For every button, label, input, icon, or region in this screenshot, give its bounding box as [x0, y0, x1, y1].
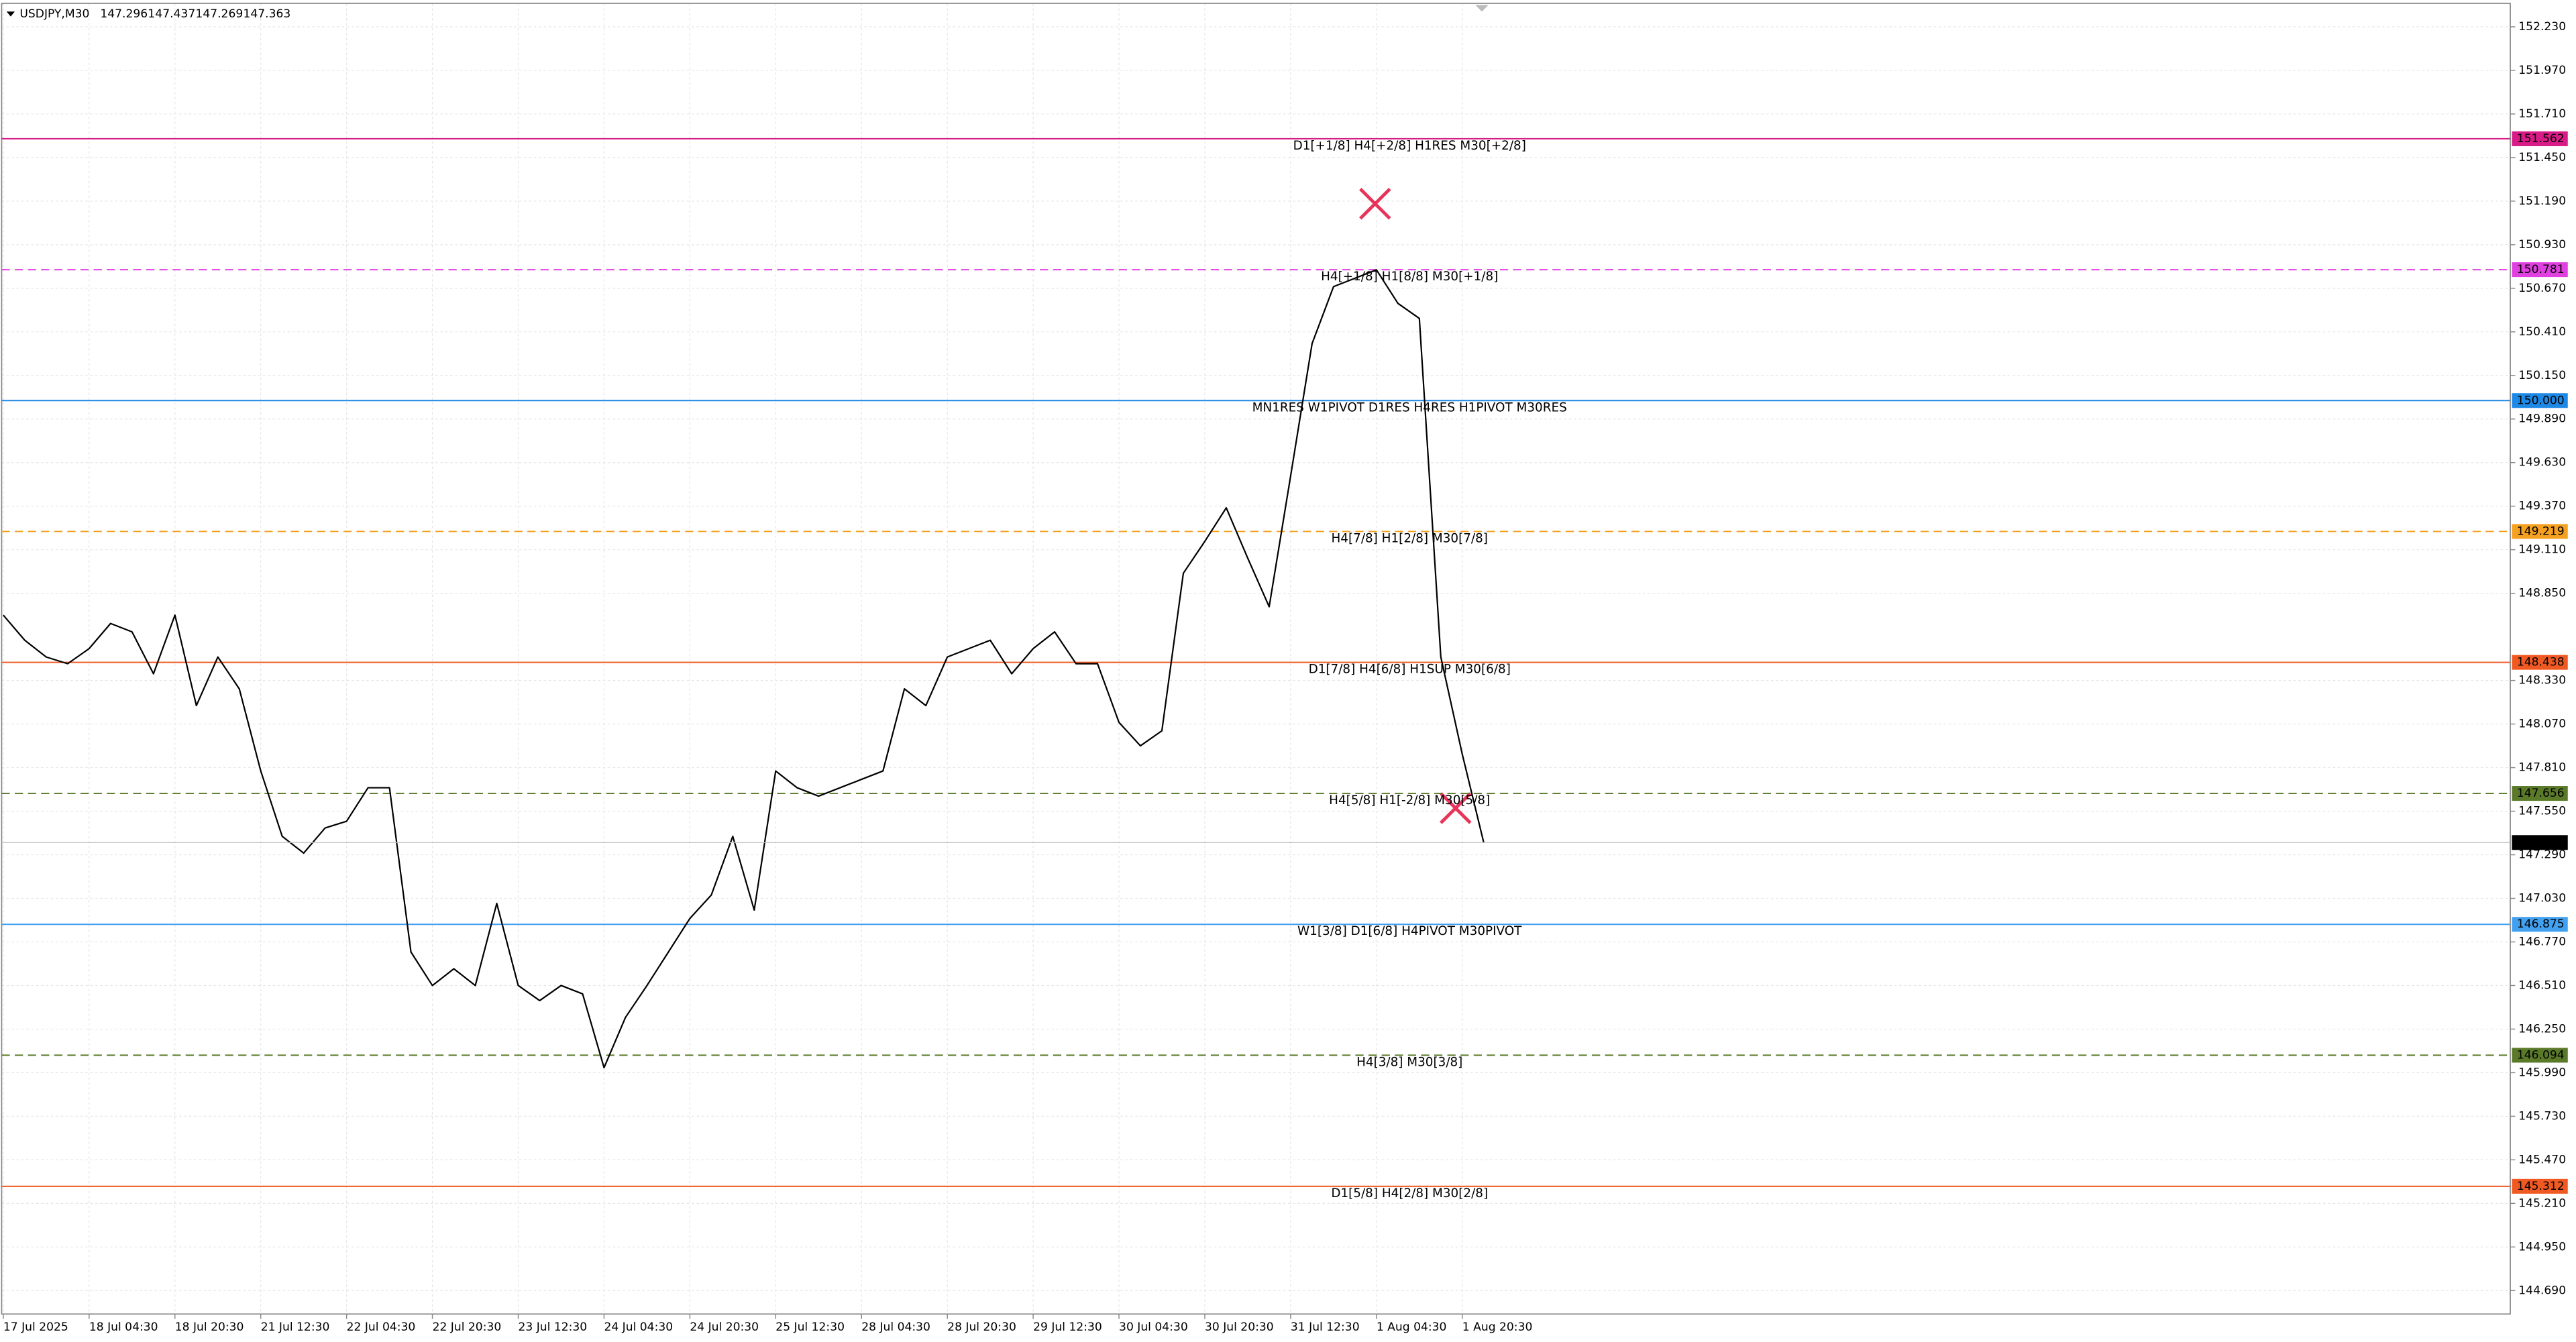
- level-label: D1[5/8] H4[2/8] M30[2/8]: [1331, 1186, 1488, 1200]
- y-tick-label: 146.510: [2518, 978, 2566, 992]
- y-tick-label: 145.210: [2518, 1196, 2566, 1210]
- y-tick-label: 148.070: [2518, 718, 2566, 731]
- price-tag-label: 146.875: [2517, 917, 2565, 931]
- price-tag-label: 151.562: [2517, 132, 2565, 146]
- y-tick-label: 147.550: [2518, 805, 2566, 818]
- y-tick-label: 149.370: [2518, 500, 2566, 513]
- price-tag: [2512, 655, 2568, 670]
- price-tag-label: 145.312: [2517, 1180, 2565, 1193]
- x-tick-label: 1 Aug 04:30: [1377, 1321, 1447, 1334]
- plot-frame: [1, 3, 2511, 1315]
- price-line: [3, 269, 1485, 1069]
- ohlc-value: 147.269: [195, 7, 243, 21]
- x-tick-label: 22 Jul 20:30: [433, 1321, 502, 1334]
- x-tick-label: 25 Jul 12:30: [775, 1321, 845, 1334]
- x-tick-label: 24 Jul 04:30: [604, 1321, 673, 1334]
- price-tag: [2512, 1048, 2568, 1063]
- price-tag: [2512, 131, 2568, 146]
- price-tag-label: 146.094: [2517, 1048, 2565, 1062]
- shift-marker: [1475, 5, 1489, 12]
- ohlc-header: 147.296 147.437 147.269 147.363: [100, 7, 290, 21]
- x-tick-label: 17 Jul 2025: [3, 1321, 68, 1334]
- x-tick-label: 18 Jul 20:30: [175, 1321, 244, 1334]
- grid: [1, 3, 2511, 1315]
- level-label: H4[5/8] H1[-2/8] M30[5/8]: [1329, 793, 1490, 807]
- ohlc-value: 147.363: [243, 7, 290, 21]
- price-tag: [2512, 262, 2568, 278]
- signal-cross: [1440, 792, 1472, 824]
- level-label: D1[+1/8] H4[+2/8] H1RES M30[+2/8]: [1293, 139, 1526, 153]
- x-tick-label: 28 Jul 20:30: [947, 1321, 1016, 1334]
- price-tag-label: 149.219: [2517, 524, 2565, 538]
- y-tick-label: 149.630: [2518, 456, 2566, 469]
- symbol-title: USDJPY,M30: [19, 7, 89, 21]
- y-tick-label: 147.290: [2518, 848, 2566, 862]
- y-tick-label: 144.690: [2518, 1284, 2566, 1297]
- signal-marks: [1359, 187, 1472, 824]
- y-tick-label: 146.770: [2518, 935, 2566, 948]
- y-tick-label: 144.950: [2518, 1240, 2566, 1253]
- current-price-tag: [2512, 835, 2568, 850]
- price-tag: [2512, 524, 2568, 539]
- level-label: H4[3/8] M30[3/8]: [1356, 1055, 1462, 1069]
- y-tick-label: 148.850: [2518, 587, 2566, 600]
- signal-cross: [1359, 187, 1391, 220]
- price-tag: [2512, 393, 2568, 408]
- level-label: MN1RES W1PIVOT D1RES H4RES H1PIVOT M30RE…: [1252, 400, 1567, 414]
- price-tag-label: 150.000: [2517, 394, 2565, 407]
- price-tag: [2512, 1178, 2568, 1194]
- x-tick-label: 21 Jul 12:30: [261, 1321, 330, 1334]
- x-tick-label: 24 Jul 20:30: [690, 1321, 759, 1334]
- y-tick-label: 150.930: [2518, 238, 2566, 251]
- y-tick-label: 151.710: [2518, 107, 2566, 121]
- x-tick-label: 30 Jul 20:30: [1205, 1321, 1274, 1334]
- price-tag-label: 147.656: [2517, 787, 2565, 800]
- y-tick-label: 151.450: [2518, 151, 2566, 164]
- level-label: H4[+1/8] H1[8/8] M30[+1/8]: [1321, 270, 1498, 284]
- price-tag-label: 148.438: [2517, 656, 2565, 669]
- x-tick-label: 28 Jul 04:30: [861, 1321, 930, 1334]
- level-label: H4[7/8] H1[2/8] M30[7/8]: [1331, 531, 1487, 545]
- y-tick-label: 151.190: [2518, 194, 2566, 208]
- y-tick-label: 149.890: [2518, 412, 2566, 426]
- x-tick-label: 30 Jul 04:30: [1119, 1321, 1188, 1334]
- current-price-label: 147.363: [2517, 836, 2565, 849]
- level-label: W1[3/8] D1[6/8] H4PIVOT M30PIVOT: [1297, 924, 1522, 938]
- y-tick-label: 145.470: [2518, 1153, 2566, 1166]
- ohlc-value: 147.437: [148, 7, 195, 21]
- x-tick-label: 22 Jul 04:30: [347, 1321, 416, 1334]
- y-tick-label: 151.970: [2518, 64, 2566, 77]
- y-tick-label: 152.230: [2518, 20, 2566, 34]
- y-tick-label: 149.110: [2518, 543, 2566, 557]
- x-tick-label: 31 Jul 12:30: [1291, 1321, 1360, 1334]
- x-tick-label: 1 Aug 20:30: [1462, 1321, 1533, 1334]
- ohlc-value: 147.296: [100, 7, 148, 21]
- price-tag: [2512, 786, 2568, 801]
- x-tick-label: 29 Jul 12:30: [1033, 1321, 1102, 1334]
- y-tick-label: 145.730: [2518, 1109, 2566, 1123]
- y-tick-label: 147.030: [2518, 892, 2566, 905]
- level-label: D1[7/8] H4[6/8] H1SUP M30[6/8]: [1309, 663, 1511, 677]
- y-tick-label: 145.990: [2518, 1066, 2566, 1079]
- y-tick-label: 150.670: [2518, 282, 2566, 295]
- y-tick-label: 146.250: [2518, 1022, 2566, 1036]
- menu-arrow[interactable]: [6, 11, 15, 17]
- y-tick-label: 150.410: [2518, 325, 2566, 339]
- price-tag: [2512, 917, 2568, 932]
- y-tick-label: 148.330: [2518, 674, 2566, 687]
- y-tick-label: 150.150: [2518, 369, 2566, 382]
- price-tag-label: 150.781: [2517, 263, 2565, 276]
- y-tick-label: 147.810: [2518, 761, 2566, 775]
- x-tick-label: 18 Jul 04:30: [89, 1321, 158, 1334]
- x-tick-label: 23 Jul 12:30: [519, 1321, 588, 1334]
